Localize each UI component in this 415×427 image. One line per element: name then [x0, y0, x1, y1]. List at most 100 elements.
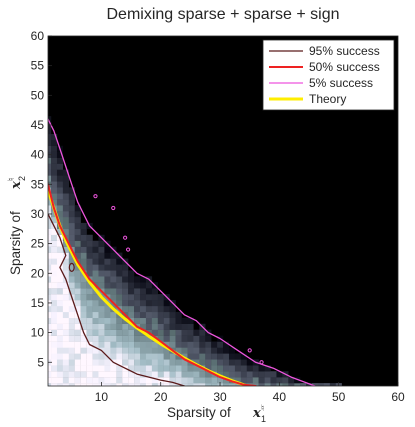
heatmap-cell [140, 341, 147, 348]
heatmap-cell [163, 359, 170, 366]
heatmap-cell [116, 365, 123, 372]
heatmap-cell [187, 377, 194, 384]
heatmap-cell [163, 305, 170, 313]
contour-island-5pct [111, 205, 116, 211]
heatmap-cell [145, 300, 153, 307]
heatmap-cell [163, 317, 170, 324]
heatmap-cell [110, 341, 117, 348]
heatmap-cell [134, 329, 141, 336]
heatmap-cell [80, 246, 87, 253]
heatmap-cell [134, 347, 141, 354]
heatmap-cell [151, 377, 158, 384]
heatmap-cell [134, 353, 141, 360]
legend-label: 95% success [309, 44, 380, 58]
heatmap-cell [68, 270, 75, 277]
heatmap-cell [157, 305, 164, 313]
heatmap-cell [175, 341, 182, 348]
heatmap-cell [288, 383, 295, 386]
heatmap-cell [62, 187, 70, 194]
heatmap-cell [110, 276, 117, 283]
heatmap-cell [163, 353, 170, 360]
heatmap-cell [48, 246, 52, 253]
heatmap-cell [145, 335, 153, 342]
heatmap-cell [116, 264, 123, 271]
heatmap-cell [86, 240, 93, 247]
heatmap-cell [56, 294, 64, 301]
heatmap-cell [80, 377, 87, 384]
x-tick-label: 20 [154, 390, 168, 404]
heatmap-cell [56, 305, 64, 313]
heatmap-cell [199, 371, 206, 378]
heatmap-cell [140, 353, 147, 360]
heatmap-cell [86, 347, 93, 354]
heatmap-cell [169, 317, 176, 324]
heatmap-cell [193, 371, 200, 378]
heatmap-cell [217, 353, 224, 360]
heatmap-cell [151, 323, 158, 330]
heatmap-cell [74, 347, 81, 354]
heatmap-cell [92, 383, 99, 386]
heatmap-cell [140, 288, 147, 295]
heatmap-cell [110, 329, 117, 336]
heatmap-cell [56, 270, 64, 277]
heatmap-cell [86, 377, 93, 384]
heatmap-cell [56, 252, 64, 259]
legend: 95% success 50% success 5% success Theory [262, 39, 395, 111]
heatmap-cell [51, 187, 58, 194]
heatmap-cell [205, 335, 212, 342]
heatmap-cell [56, 377, 64, 384]
y-tick-label: 45 [31, 118, 45, 132]
heatmap-cell [252, 377, 259, 384]
heatmap-cell [134, 276, 141, 283]
heatmap-cell [98, 317, 105, 324]
heatmap-cell [270, 383, 277, 386]
heatmap-cell [145, 383, 153, 386]
heatmap-cell [92, 371, 99, 378]
heatmap-cell [98, 329, 105, 336]
y-tick-label: 30 [31, 207, 45, 221]
heatmap-cell [228, 365, 236, 372]
heatmap-cell [68, 288, 75, 295]
heatmap-cell [116, 329, 123, 336]
heatmap-cell [80, 234, 87, 241]
heatmap-cell [211, 359, 218, 366]
heatmap-cell [56, 347, 64, 354]
heatmap-cell [134, 377, 141, 384]
heatmap-cell [56, 228, 64, 235]
heatmap-cell [228, 371, 236, 378]
heatmap-cell [151, 341, 158, 348]
heatmap-cell [116, 335, 123, 342]
heatmap-cell [62, 282, 70, 289]
heatmap-cell [51, 317, 58, 324]
x-axis-label-superscript: ♮ [261, 403, 264, 413]
heatmap-cell [187, 329, 194, 336]
heatmap-cell [56, 276, 64, 283]
heatmap-cell [104, 252, 111, 259]
heatmap-cell [122, 341, 129, 348]
heatmap-cell [181, 365, 188, 372]
heatmap-cell [157, 294, 164, 301]
heatmap-cell [312, 383, 319, 386]
heatmap-cell [151, 353, 158, 360]
heatmap-cell [122, 264, 129, 271]
heatmap-cell [86, 270, 93, 277]
heatmap-cell [68, 276, 75, 283]
heatmap-cell [145, 359, 153, 366]
heatmap-cell [74, 335, 81, 342]
heatmap-cell [140, 377, 147, 384]
heatmap-cell [258, 383, 265, 386]
heatmap-cell [62, 300, 70, 307]
heatmap-cell [68, 329, 75, 336]
heatmap-cell [56, 169, 64, 176]
heatmap-cell [175, 377, 182, 384]
heatmap-cell [122, 294, 129, 301]
heatmap-cell [86, 288, 93, 295]
heatmap-cell [51, 365, 58, 372]
heatmap-cell [193, 335, 200, 342]
heatmap-cell [240, 359, 247, 366]
heatmap-cell [163, 347, 170, 354]
heatmap-cell [163, 311, 170, 319]
heatmap-cell [48, 335, 52, 342]
heatmap-cell [92, 294, 99, 301]
heatmap-cell [187, 383, 194, 386]
